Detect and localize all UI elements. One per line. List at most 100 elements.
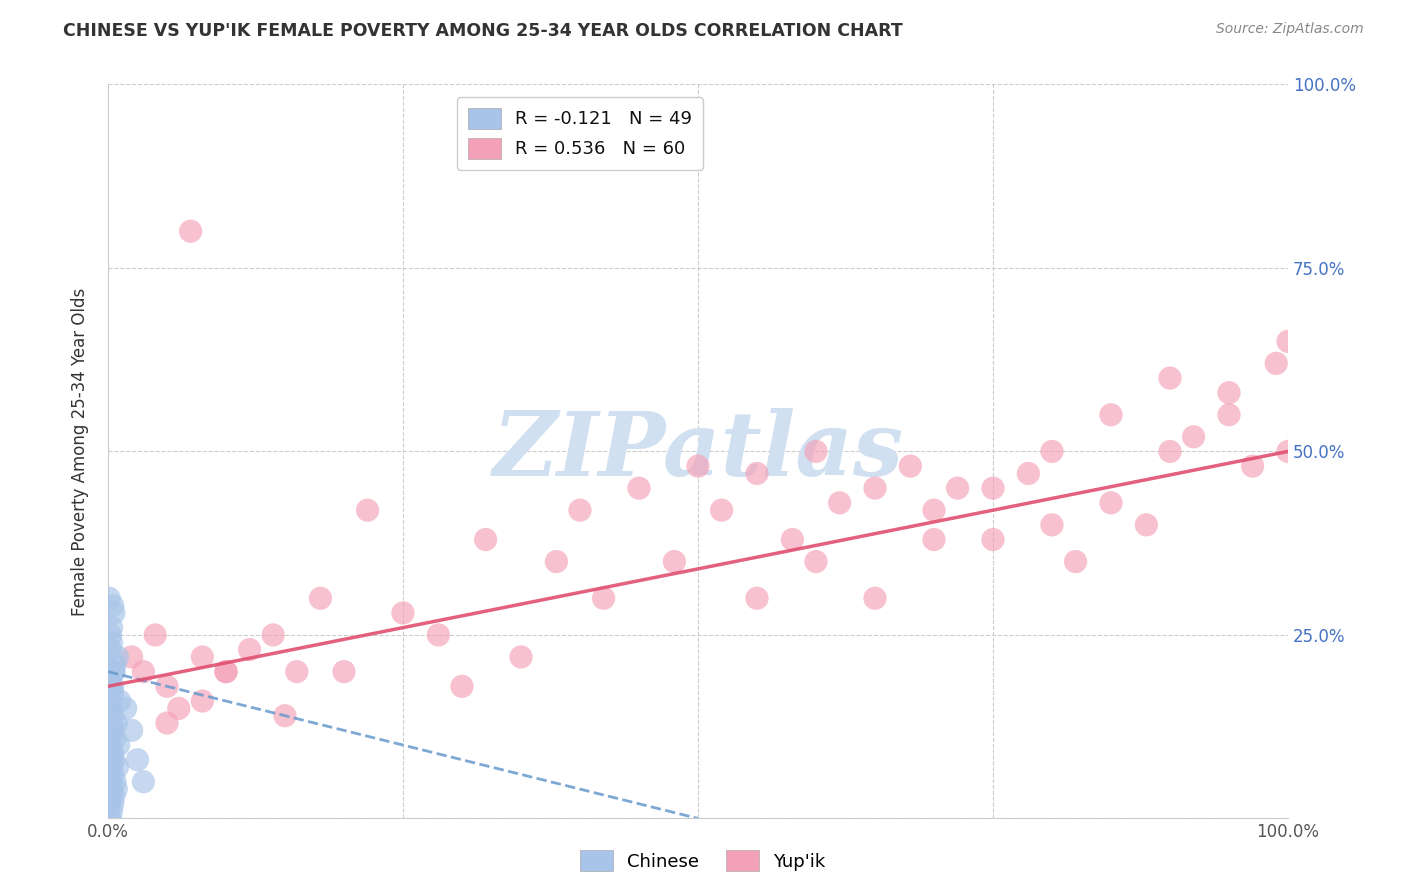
Point [1159,444,1181,458]
Point [101,745,124,759]
Point [427,628,450,642]
Point [98,753,121,767]
Point [100,760,122,774]
Point [1040,444,1063,458]
Text: CHINESE VS YUP'IK FEMALE POVERTY AMONG 25-34 YEAR OLDS CORRELATION CHART: CHINESE VS YUP'IK FEMALE POVERTY AMONG 2… [63,22,903,40]
Point [101,599,124,613]
Point [101,767,124,781]
Point [100,723,122,738]
Point [121,650,143,665]
Point [143,628,166,642]
Point [981,481,1004,495]
Point [108,694,131,708]
Point [103,753,125,767]
Point [451,679,474,693]
Point [121,723,143,738]
Point [1182,430,1205,444]
Point [1099,408,1122,422]
Point [98,672,121,686]
Y-axis label: Female Poverty Among 25-34 Year Olds: Female Poverty Among 25-34 Year Olds [72,287,89,615]
Point [239,642,262,657]
Point [215,665,238,679]
Point [101,687,124,701]
Point [114,701,136,715]
Point [167,701,190,715]
Point [98,797,121,811]
Point [98,591,121,606]
Point [356,503,378,517]
Point [1040,517,1063,532]
Point [101,679,124,693]
Text: ZIPatlas: ZIPatlas [492,409,904,495]
Point [107,760,129,774]
Point [510,650,533,665]
Point [103,665,125,679]
Point [1099,496,1122,510]
Point [103,665,125,679]
Point [98,812,121,826]
Point [104,774,127,789]
Point [98,789,121,804]
Point [946,481,969,495]
Point [981,533,1004,547]
Point [107,650,129,665]
Point [262,628,284,642]
Point [103,789,125,804]
Point [710,503,733,517]
Point [132,774,155,789]
Point [1135,517,1157,532]
Point [1265,356,1288,370]
Point [474,533,496,547]
Point [100,621,122,635]
Legend: R = -0.121   N = 49, R = 0.536   N = 60: R = -0.121 N = 49, R = 0.536 N = 60 [457,97,703,169]
Point [180,224,202,238]
Point [105,716,128,731]
Point [100,716,122,731]
Point [627,481,650,495]
Point [132,665,155,679]
Point [828,496,851,510]
Point [922,533,945,547]
Point [100,804,122,818]
Point [98,782,121,797]
Point [98,774,121,789]
Point [863,481,886,495]
Point [546,555,568,569]
Point [285,665,308,679]
Point [100,782,122,797]
Point [191,650,214,665]
Point [1277,444,1299,458]
Point [804,555,827,569]
Point [1241,459,1264,474]
Point [98,694,121,708]
Point [686,459,709,474]
Point [664,555,686,569]
Point [156,679,179,693]
Point [156,716,179,731]
Point [274,708,297,723]
Point [1064,555,1087,569]
Point [98,701,121,715]
Point [100,679,122,693]
Point [392,606,415,620]
Point [127,753,149,767]
Point [215,665,238,679]
Point [98,812,121,826]
Point [98,642,121,657]
Text: Source: ZipAtlas.com: Source: ZipAtlas.com [1216,22,1364,37]
Point [1017,467,1039,481]
Point [782,533,804,547]
Point [1218,385,1240,400]
Point [1159,371,1181,385]
Point [98,767,121,781]
Point [98,731,121,745]
Point [100,635,122,649]
Point [745,591,768,606]
Point [98,738,121,752]
Point [900,459,922,474]
Point [191,694,214,708]
Point [101,797,124,811]
Point [105,782,128,797]
Point [333,665,356,679]
Point [98,628,121,642]
